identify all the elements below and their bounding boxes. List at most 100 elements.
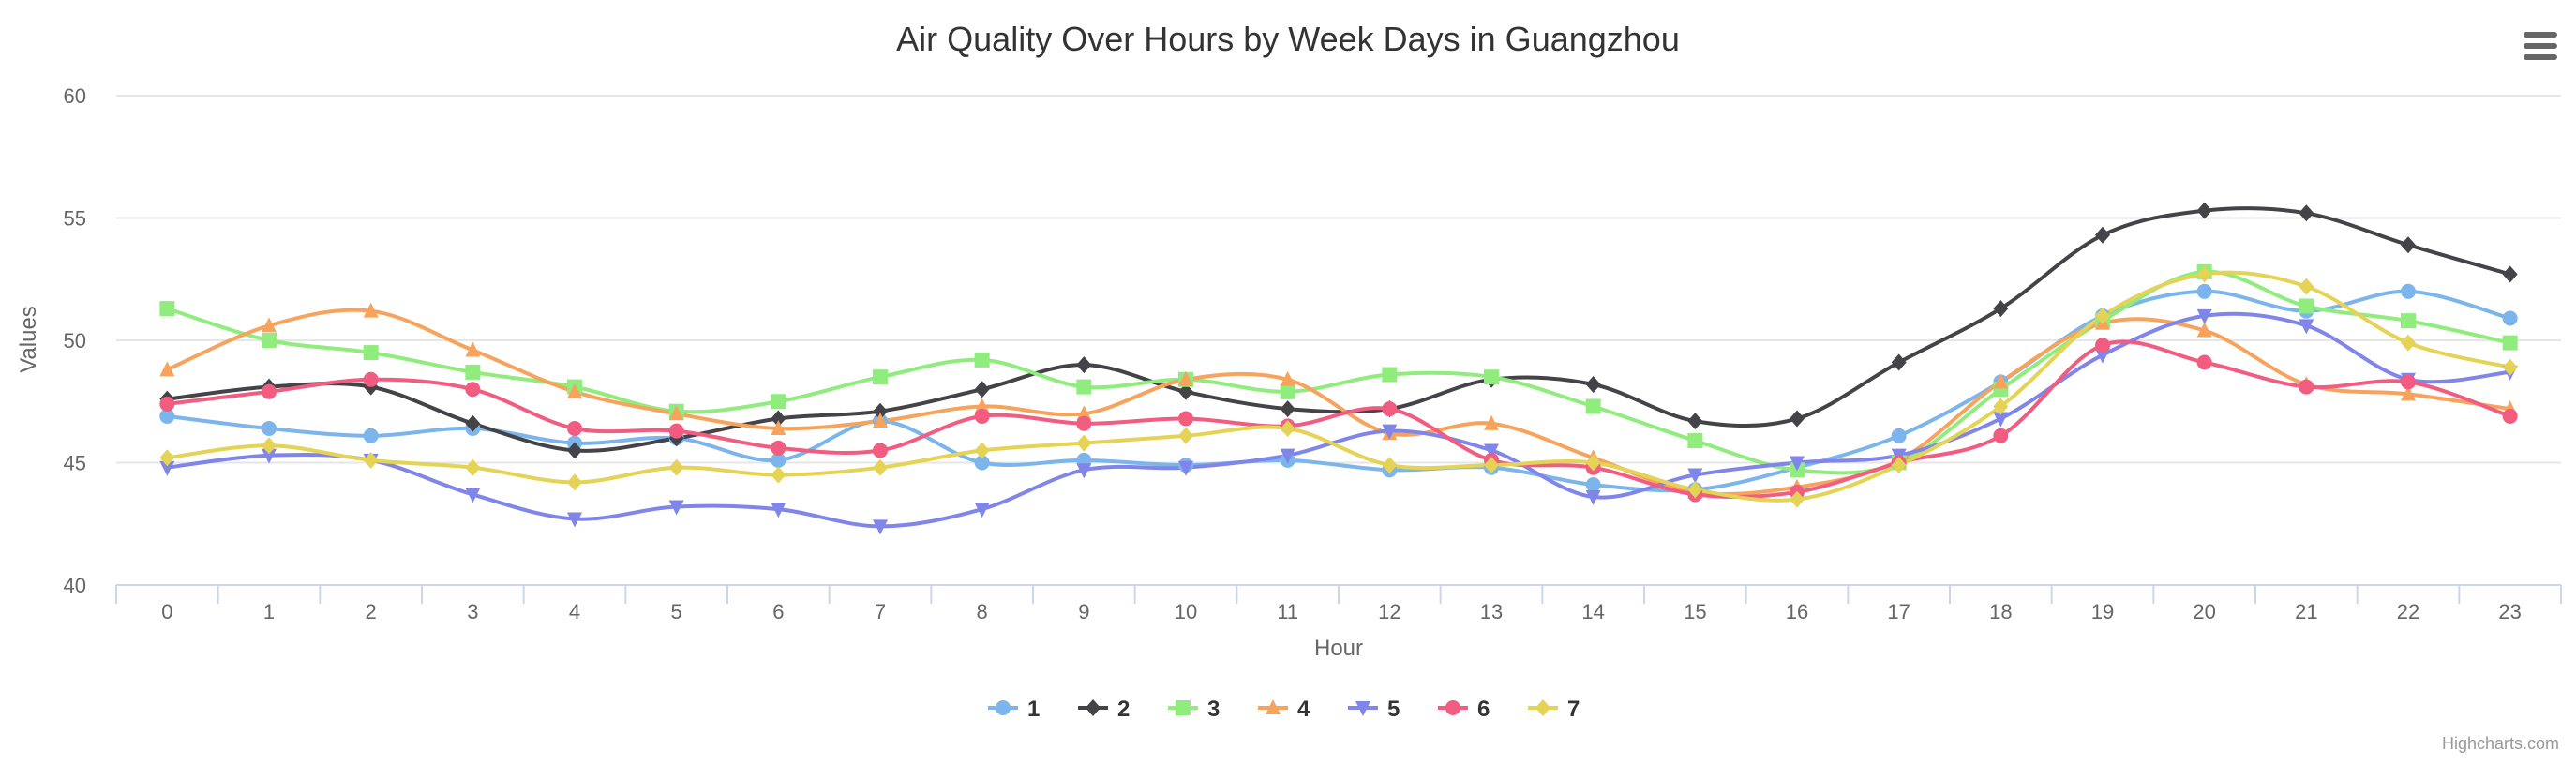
data-point-series-3[interactable]	[1484, 369, 1499, 385]
data-point-series-1[interactable]	[2502, 310, 2518, 326]
data-point-series-1[interactable]	[262, 420, 277, 436]
data-point-series-3[interactable]	[1687, 433, 1703, 449]
data-point-series-7[interactable]	[1585, 454, 1601, 472]
data-point-series-5[interactable]	[974, 503, 990, 518]
data-point-series-1[interactable]	[974, 455, 990, 471]
data-point-series-5[interactable]	[2095, 348, 2110, 364]
data-point-series-2[interactable]	[567, 442, 582, 459]
data-point-series-3[interactable]	[2299, 298, 2314, 314]
data-point-series-4[interactable]	[873, 413, 888, 428]
data-point-series-4[interactable]	[567, 383, 582, 398]
data-point-series-1[interactable]	[2401, 283, 2416, 299]
data-point-series-3[interactable]	[974, 352, 990, 368]
data-point-series-2[interactable]	[2095, 226, 2110, 244]
data-point-series-4[interactable]	[465, 341, 481, 357]
data-point-series-4[interactable]	[974, 398, 990, 413]
data-point-series-5[interactable]	[262, 448, 277, 464]
legend-item-1[interactable]: 1	[988, 697, 1040, 722]
data-point-series-1[interactable]	[1891, 428, 1907, 443]
data-point-series-4[interactable]	[771, 419, 786, 435]
data-point-series-7[interactable]	[2196, 265, 2212, 283]
data-point-series-5[interactable]	[1687, 468, 1703, 484]
data-point-series-3[interactable]	[1280, 383, 1295, 399]
data-point-series-2[interactable]	[1280, 400, 1295, 418]
data-point-series-4[interactable]	[668, 405, 684, 421]
data-point-series-6[interactable]	[2095, 338, 2110, 353]
data-point-series-5[interactable]	[771, 503, 786, 518]
data-point-series-4[interactable]	[159, 361, 175, 377]
data-point-series-2[interactable]	[465, 414, 481, 432]
data-point-series-5[interactable]	[2196, 308, 2212, 324]
data-point-series-1[interactable]	[1585, 476, 1601, 492]
data-point-series-7[interactable]	[668, 458, 684, 476]
data-point-series-3[interactable]	[2502, 335, 2518, 351]
data-point-series-5[interactable]	[1382, 424, 1398, 440]
data-point-series-4[interactable]	[1484, 414, 1499, 430]
data-point-series-6[interactable]	[1178, 411, 1193, 427]
data-point-series-6[interactable]	[668, 423, 684, 439]
data-point-series-3[interactable]	[2401, 313, 2416, 329]
credits-link[interactable]: Highcharts.com	[2442, 734, 2559, 753]
data-point-series-4[interactable]	[2196, 322, 2212, 338]
data-point-series-6[interactable]	[974, 408, 990, 424]
data-point-series-4[interactable]	[262, 317, 277, 333]
data-point-series-6[interactable]	[2401, 374, 2416, 390]
data-point-series-5[interactable]	[1178, 460, 1193, 476]
data-point-series-6[interactable]	[2299, 379, 2314, 395]
data-point-series-2[interactable]	[2196, 202, 2212, 219]
data-point-series-5[interactable]	[1484, 443, 1499, 459]
data-point-series-5[interactable]	[1993, 412, 2009, 428]
data-point-series-4[interactable]	[363, 302, 379, 318]
data-point-series-7[interactable]	[2095, 307, 2110, 324]
data-point-series-7[interactable]	[1076, 434, 1092, 452]
data-point-series-2[interactable]	[2299, 204, 2314, 222]
series-line-5[interactable]	[165, 311, 2512, 529]
data-point-series-2[interactable]	[974, 381, 990, 398]
data-point-series-1[interactable]	[2196, 283, 2212, 299]
data-point-series-5[interactable]	[567, 512, 582, 528]
data-point-series-7[interactable]	[2502, 358, 2518, 376]
legend-item-3[interactable]: 3	[1168, 697, 1220, 722]
data-point-series-2[interactable]	[2401, 236, 2416, 254]
data-point-series-6[interactable]	[1382, 401, 1398, 417]
data-point-series-7[interactable]	[873, 458, 888, 476]
data-point-series-2[interactable]	[1891, 353, 1907, 371]
data-point-series-1[interactable]	[159, 408, 175, 424]
legend-item-4[interactable]: 4	[1258, 697, 1310, 722]
data-point-series-7[interactable]	[2299, 278, 2314, 295]
data-point-series-3[interactable]	[771, 394, 786, 410]
data-point-series-6[interactable]	[567, 420, 582, 436]
data-point-series-6[interactable]	[262, 383, 277, 399]
data-point-series-2[interactable]	[1076, 356, 1092, 374]
data-point-series-3[interactable]	[262, 333, 277, 348]
data-point-series-4[interactable]	[1280, 370, 1295, 386]
data-point-series-3[interactable]	[1382, 367, 1398, 383]
data-point-series-4[interactable]	[2401, 385, 2416, 401]
data-point-series-1[interactable]	[363, 428, 379, 443]
data-point-series-7[interactable]	[363, 451, 379, 469]
legend-item-2[interactable]: 2	[1078, 697, 1130, 722]
data-point-series-3[interactable]	[1076, 379, 1092, 395]
data-point-series-7[interactable]	[1484, 457, 1499, 474]
data-point-series-7[interactable]	[2401, 334, 2416, 352]
data-point-series-6[interactable]	[2502, 408, 2518, 424]
data-point-series-5[interactable]	[668, 500, 684, 516]
data-point-series-5[interactable]	[1790, 456, 1805, 472]
data-point-series-6[interactable]	[363, 371, 379, 387]
data-point-series-4[interactable]	[1993, 373, 2009, 389]
data-point-series-7[interactable]	[1178, 427, 1193, 444]
data-point-series-2[interactable]	[1687, 413, 1703, 430]
data-point-series-2[interactable]	[771, 410, 786, 428]
data-point-series-4[interactable]	[1178, 370, 1193, 386]
data-point-series-5[interactable]	[465, 488, 481, 503]
data-point-series-6[interactable]	[1076, 415, 1092, 431]
data-point-series-5[interactable]	[159, 460, 175, 476]
data-point-series-7[interactable]	[1891, 457, 1907, 474]
legend-item-6[interactable]: 6	[1438, 697, 1490, 722]
data-point-series-5[interactable]	[1076, 463, 1092, 479]
data-point-series-7[interactable]	[1382, 457, 1398, 474]
data-point-series-2[interactable]	[2502, 265, 2518, 283]
data-point-series-7[interactable]	[974, 442, 990, 459]
data-point-series-2[interactable]	[1993, 300, 2009, 318]
data-point-series-2[interactable]	[1585, 375, 1601, 393]
